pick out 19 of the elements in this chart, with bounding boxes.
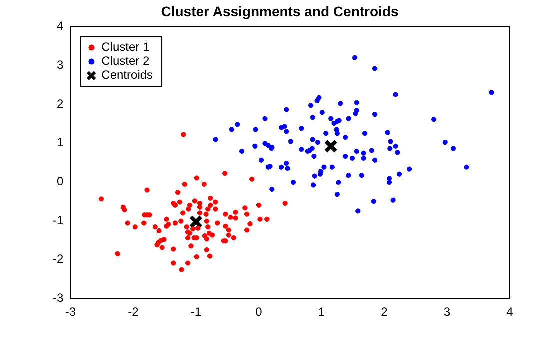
x-tick-label: 4 (506, 305, 514, 320)
x-tick-label: -2 (128, 305, 140, 320)
y-tick-label: 1 (56, 136, 64, 150)
x-tick-label: -1 (190, 305, 202, 320)
y-tick-label: -3 (53, 290, 64, 305)
legend-label: Cluster 1 (102, 40, 150, 54)
y-tick-label: -2 (53, 252, 64, 266)
y-tick-label: -1 (53, 213, 64, 228)
x-tick-label: 2 (381, 305, 388, 320)
y-tick-label: 2 (56, 96, 64, 111)
x-tick-label: 1 (318, 305, 326, 320)
x-tick-label: 0 (256, 305, 263, 320)
y-tick-label: 3 (56, 58, 64, 72)
legend-label: Centroids (102, 68, 154, 82)
x-tick-label: 3 (444, 305, 451, 320)
chart-title: Cluster Assignments and Centroids (161, 3, 399, 20)
y-tick-label: 0 (56, 174, 64, 188)
y-tick-label: 4 (56, 19, 64, 34)
legend-label: Cluster 2 (102, 54, 150, 68)
